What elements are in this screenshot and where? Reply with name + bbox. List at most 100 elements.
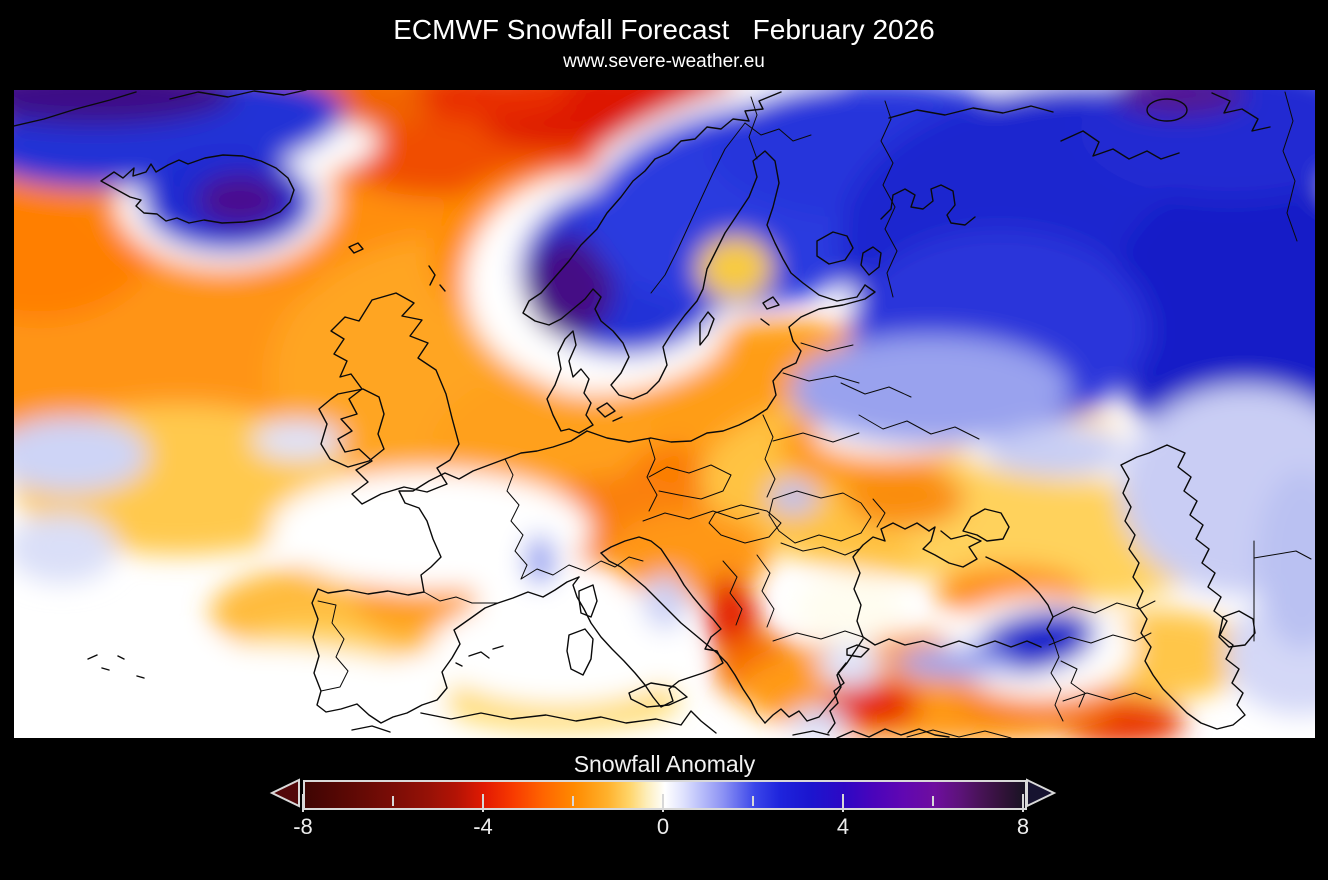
border-path — [423, 591, 499, 604]
coastline-path — [1211, 92, 1271, 132]
country-borders — [317, 91, 1312, 738]
coastline-path — [311, 430, 588, 724]
coastline-path — [318, 388, 385, 468]
coastline-path — [455, 645, 504, 667]
anomaly-blob — [1257, 470, 1315, 650]
coastline-path — [100, 154, 295, 224]
border-path — [858, 414, 980, 440]
border-path — [840, 382, 912, 398]
coastline-path — [1218, 610, 1256, 648]
coastline-path — [578, 584, 598, 618]
coastline-path — [985, 556, 1054, 640]
coastline-path — [836, 728, 950, 738]
coastline-path — [962, 508, 1010, 542]
source-url: www.severe-weather.eu — [563, 51, 765, 72]
border-path — [520, 556, 644, 580]
colorbar-right-arrow-icon — [1026, 778, 1057, 808]
border-path — [772, 432, 860, 443]
coastline-path — [169, 90, 307, 100]
colorbar-title: Snowfall Anomaly — [573, 751, 756, 777]
coastline-path — [816, 231, 854, 265]
border-path — [756, 554, 775, 628]
colorbar-tick-label: -4 — [473, 814, 493, 839]
anomaly-blob — [795, 575, 905, 645]
border-path — [1253, 550, 1312, 560]
anomaly-map-svg — [14, 90, 1315, 738]
border-path — [1282, 91, 1298, 242]
coastline-path — [760, 296, 780, 326]
coastline-path — [862, 636, 1042, 648]
anomaly-blob — [14, 513, 117, 583]
anomaly-blob — [643, 574, 687, 630]
anomaly-blob — [196, 174, 284, 226]
coastline-path — [348, 242, 364, 254]
anomaly-blob — [30, 645, 450, 738]
anomaly-blob — [790, 335, 1070, 445]
coastline-path — [852, 522, 930, 638]
colorbar-left-arrow-icon — [269, 778, 300, 808]
anomaly-blob — [985, 428, 1125, 476]
coastline-path — [699, 311, 715, 346]
border-path — [744, 122, 812, 142]
coastline-path — [888, 105, 1054, 119]
coastline-path — [1120, 444, 1246, 730]
coastline-path — [572, 536, 724, 708]
header: ECMWF Snowfall Forecast February 2026 ww… — [0, 0, 1328, 73]
page-title: ECMWF Snowfall Forecast February 2026 — [393, 14, 935, 45]
anomaly-blob — [525, 535, 555, 585]
colorbar-tick-label: 8 — [1016, 814, 1030, 839]
anomaly-blob — [526, 237, 614, 337]
border-path — [317, 600, 349, 692]
coastline-path — [1146, 98, 1188, 122]
border-path — [748, 96, 758, 160]
border-path — [1050, 638, 1064, 722]
anomaly-blob — [845, 468, 965, 528]
coastline-path — [330, 292, 460, 505]
anomaly-field — [14, 90, 1315, 738]
coastline-path — [566, 628, 594, 676]
border-path — [1048, 632, 1152, 646]
colorbar-tick-label: 4 — [836, 814, 850, 839]
border-path — [1052, 600, 1156, 618]
border-path — [768, 490, 872, 544]
border-path — [708, 504, 782, 544]
coastline-path — [860, 246, 882, 276]
border-path — [880, 100, 898, 298]
border-path — [800, 342, 854, 352]
border-path — [780, 542, 860, 556]
colorbar-major-tick — [482, 794, 484, 812]
colorbar-minor-tick — [392, 796, 394, 806]
border-path — [504, 458, 528, 580]
forecast-map — [14, 90, 1315, 738]
colorbar-major-tick — [1022, 794, 1024, 812]
coastline-path — [880, 184, 976, 226]
coastline-path — [586, 284, 876, 443]
border-path — [722, 560, 743, 626]
colorbar-tick-label: 0 — [656, 814, 670, 839]
colorbar-minor-tick — [572, 796, 574, 806]
coastline-path — [922, 526, 982, 568]
coastline-path — [87, 654, 145, 679]
anomaly-blob — [14, 90, 235, 125]
coastline-path — [764, 638, 864, 724]
coastline-path — [596, 402, 623, 422]
colorbar-tick-label: -8 — [293, 814, 313, 839]
coastline-path — [1060, 130, 1180, 160]
coastline-path — [600, 552, 766, 724]
coastline-path — [351, 725, 391, 733]
border-path — [872, 498, 886, 528]
colorbar-minor-tick — [752, 796, 754, 806]
border-path — [646, 438, 658, 512]
anomaly-blob — [768, 480, 818, 514]
anomaly-blob — [430, 595, 690, 705]
coastlines — [14, 90, 1271, 738]
border-path — [906, 729, 1012, 738]
colorbar-minor-tick — [932, 796, 934, 806]
anomaly-blob — [818, 643, 882, 687]
anomaly-blob — [253, 420, 343, 460]
colorbar-major-tick — [302, 794, 304, 812]
colorbar-major-tick — [662, 794, 664, 812]
coastline-path — [522, 91, 866, 400]
border-path — [642, 510, 760, 522]
